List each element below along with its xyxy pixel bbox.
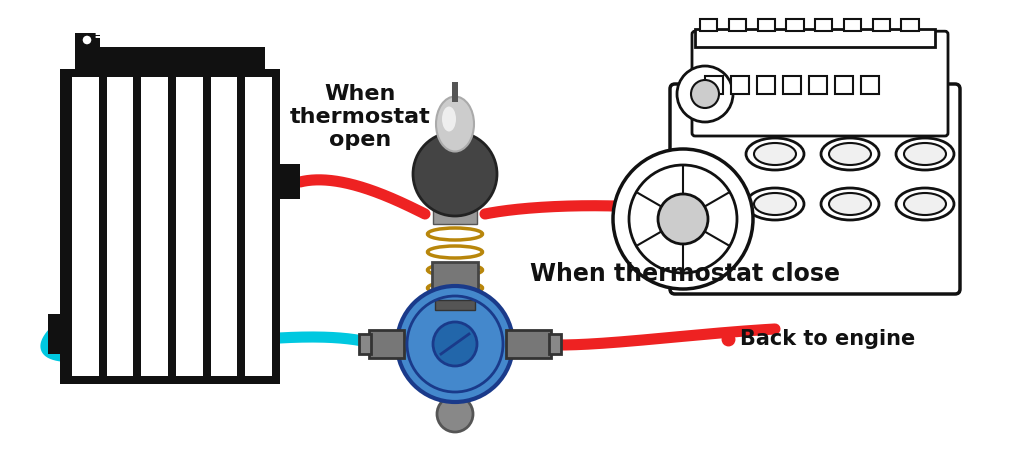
Bar [758, 19, 775, 31]
FancyBboxPatch shape [670, 84, 961, 294]
Bar [506, 330, 551, 358]
Bar [369, 330, 404, 358]
Circle shape [397, 286, 513, 402]
Ellipse shape [436, 97, 474, 151]
Bar [783, 76, 801, 94]
Bar [433, 174, 477, 224]
Bar [705, 76, 723, 94]
Circle shape [629, 165, 737, 273]
Bar [435, 300, 475, 310]
Bar [835, 76, 853, 94]
Bar [695, 29, 935, 47]
Circle shape [413, 132, 497, 216]
Bar [844, 19, 861, 31]
Bar [815, 19, 833, 31]
Ellipse shape [829, 143, 871, 165]
Ellipse shape [442, 106, 456, 132]
Circle shape [613, 149, 753, 289]
Bar [729, 19, 746, 31]
Bar [549, 334, 561, 354]
Bar [75, 47, 265, 69]
Bar [141, 77, 168, 376]
Ellipse shape [904, 193, 946, 215]
Bar [359, 334, 371, 354]
Text: When
thermostat
open: When thermostat open [290, 84, 430, 150]
Bar [75, 33, 100, 47]
Ellipse shape [829, 193, 871, 215]
Bar [901, 19, 919, 31]
Ellipse shape [821, 188, 879, 220]
Bar [809, 76, 827, 94]
FancyBboxPatch shape [692, 31, 948, 136]
Bar [786, 19, 804, 31]
Bar [861, 76, 879, 94]
Circle shape [691, 80, 719, 108]
Ellipse shape [754, 193, 796, 215]
Ellipse shape [821, 138, 879, 170]
Ellipse shape [904, 143, 946, 165]
Text: =: = [93, 28, 106, 44]
Bar [48, 314, 73, 354]
Circle shape [658, 194, 708, 244]
Bar [432, 262, 478, 304]
Bar [731, 76, 749, 94]
Bar [757, 76, 775, 94]
Bar [280, 164, 300, 199]
Bar [176, 77, 203, 376]
Bar [211, 77, 238, 376]
Ellipse shape [754, 143, 796, 165]
Circle shape [677, 66, 733, 122]
Ellipse shape [746, 188, 804, 220]
Ellipse shape [896, 138, 954, 170]
Text: When thermostat close: When thermostat close [530, 262, 840, 286]
Ellipse shape [896, 188, 954, 220]
Ellipse shape [746, 138, 804, 170]
Circle shape [82, 35, 92, 45]
Bar [700, 19, 717, 31]
Bar [452, 82, 458, 102]
Bar [872, 19, 890, 31]
Circle shape [437, 396, 473, 432]
Bar [72, 77, 98, 376]
Circle shape [433, 322, 477, 366]
Bar [106, 77, 133, 376]
Text: Back to engine: Back to engine [740, 329, 915, 349]
Bar [246, 77, 272, 376]
Bar [60, 69, 280, 384]
